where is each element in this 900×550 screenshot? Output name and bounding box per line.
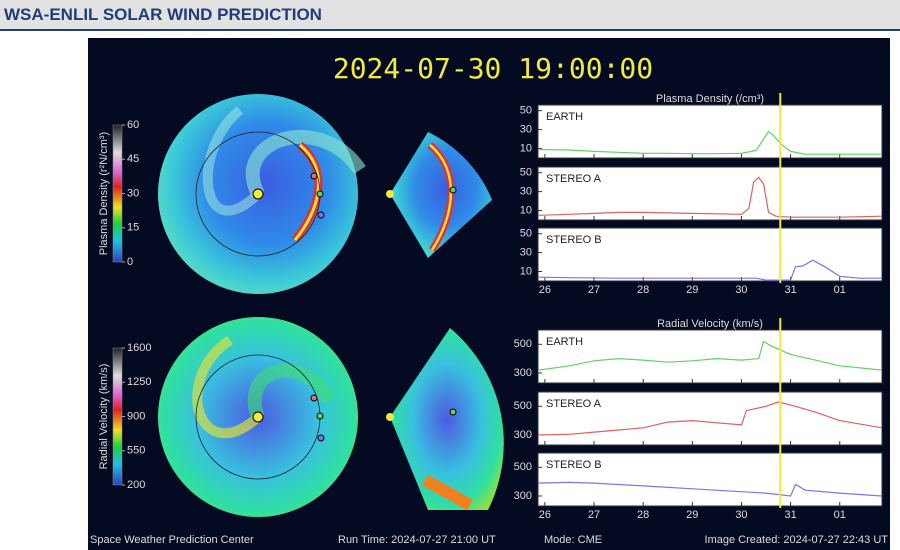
x-tick-label: 26	[539, 509, 551, 521]
panel-frame	[537, 329, 883, 384]
y-tick-label: 500	[514, 338, 532, 350]
panel-frame	[537, 104, 883, 159]
colorbar-tick-label: 1250	[127, 376, 151, 388]
series-line	[537, 259, 882, 281]
x-tick-label: 28	[637, 509, 649, 521]
footer-text: Mode: CME	[544, 534, 602, 546]
y-tick-label: 50	[520, 105, 532, 117]
colorbar	[112, 347, 123, 486]
chart-title: Radial Velocity (km/s)	[657, 318, 763, 330]
series-line	[537, 481, 883, 497]
panel-name: STEREO A	[546, 398, 602, 410]
y-tick-label: 10	[520, 265, 532, 277]
panel-frame	[537, 227, 883, 282]
x-tick-label: 27	[588, 284, 600, 296]
y-tick-label: 500	[514, 400, 532, 412]
x-tick-label: 30	[735, 509, 747, 521]
colorbar-tick-label: 30	[127, 187, 139, 199]
colorbar-tick-label: 0	[127, 256, 133, 268]
panel-name: STEREO B	[546, 459, 602, 471]
panel-name: EARTH	[546, 336, 583, 348]
colorbar-label: Radial Velocity (km/s)	[98, 364, 110, 470]
y-tick-label: 30	[520, 247, 532, 259]
colorbar	[112, 124, 123, 263]
panel-frame	[537, 166, 883, 221]
series-line	[537, 130, 882, 155]
series-line	[537, 340, 883, 371]
x-tick-label: 01	[834, 284, 846, 296]
x-tick-label: 26	[539, 284, 551, 296]
density-disc	[158, 94, 492, 294]
colorbar-tick-label: 45	[127, 153, 139, 165]
y-tick-label: 50	[520, 167, 532, 179]
panel-name: EARTH	[546, 111, 583, 123]
x-tick-label: 29	[686, 509, 698, 521]
chart-title: Plasma Density (/cm³)	[656, 93, 764, 105]
x-tick-label: 31	[784, 509, 796, 521]
x-tick-label: 30	[735, 284, 747, 296]
y-tick-label: 30	[520, 124, 532, 136]
footer-text: Run Time: 2024-07-27 21:00 UT	[338, 534, 496, 546]
colorbar-tick-label: 15	[127, 222, 139, 234]
colorbar-tick-label: 60	[127, 119, 139, 131]
y-tick-label: 10	[520, 204, 532, 216]
panel-name: STEREO B	[546, 234, 602, 246]
footer-text: Image Created: 2024-07-27 22:43 UT	[705, 534, 889, 546]
timestamp: 2024-07-30 19:00:00	[333, 52, 653, 85]
y-tick-label: 500	[514, 461, 532, 473]
header-title: WSA-ENLIL SOLAR WIND PREDICTION	[4, 5, 322, 24]
x-tick-label: 27	[588, 509, 600, 521]
y-tick-label: 300	[514, 429, 532, 441]
colorbar-tick-label: 550	[127, 445, 145, 457]
footer-text: Space Weather Prediction Center	[90, 534, 254, 546]
header: WSA-ENLIL SOLAR WIND PREDICTION	[0, 0, 900, 31]
panel-name: STEREO A	[546, 173, 602, 185]
colorbar-tick-label: 900	[127, 410, 145, 422]
colorbar-tick-label: 200	[127, 479, 145, 491]
x-tick-label: 28	[637, 284, 649, 296]
y-tick-label: 50	[520, 228, 532, 240]
series-line	[537, 176, 883, 218]
panel-frame	[537, 391, 883, 446]
colorbar-label: Plasma Density (r²N/cm³)	[98, 132, 110, 255]
y-tick-label: 30	[520, 186, 532, 198]
y-tick-label: 10	[520, 142, 532, 154]
velocity-disc	[158, 317, 504, 517]
x-tick-label: 29	[686, 284, 698, 296]
x-tick-label: 31	[784, 284, 796, 296]
x-tick-label: 01	[834, 509, 846, 521]
y-tick-label: 300	[514, 367, 532, 379]
colorbar-tick-label: 1600	[127, 342, 151, 354]
panel-frame	[537, 452, 883, 507]
y-tick-label: 300	[514, 490, 532, 502]
series-line	[537, 401, 883, 436]
